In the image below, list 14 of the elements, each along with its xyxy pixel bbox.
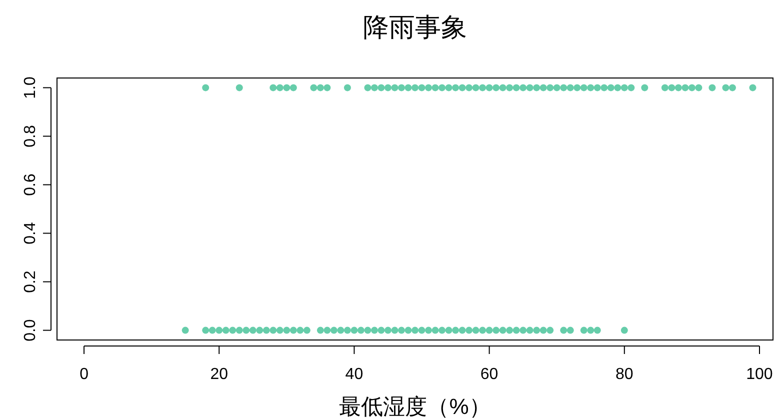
y-tick-label: 0.4: [22, 222, 39, 244]
chart-title: 降雨事象: [363, 12, 467, 42]
x-tick-label: 20: [210, 366, 228, 383]
x-tick-label: 80: [616, 366, 634, 383]
x-tick-label: 0: [80, 366, 89, 383]
x-tick-label: 60: [480, 366, 498, 383]
x-tick-label: 100: [746, 366, 773, 383]
x-tick-label: 40: [345, 366, 364, 383]
y-tick-label: 0.8: [22, 125, 39, 148]
y-tick-label: 0.6: [22, 174, 39, 196]
y-tick-label: 0.2: [22, 270, 39, 293]
y-tick-label: 0.0: [22, 319, 39, 342]
y-tick-label: 1.0: [22, 76, 39, 99]
x-axis-title: 最低湿度（%）: [339, 394, 491, 418]
